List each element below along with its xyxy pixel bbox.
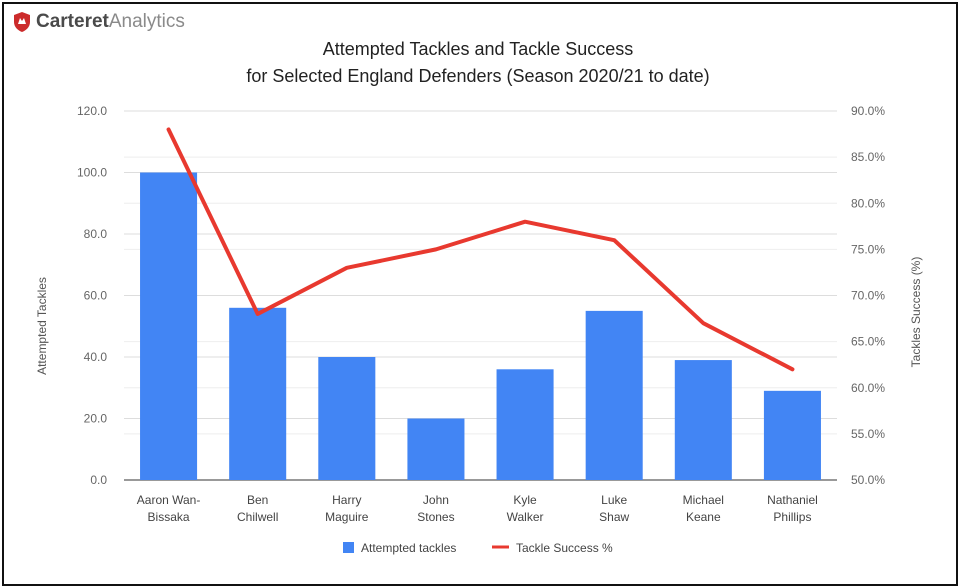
y-tick-left: 100.0: [77, 166, 107, 180]
y-tick-right: 90.0%: [851, 104, 885, 118]
legend-label-tackle-success: Tackle Success %: [516, 541, 613, 555]
x-tick-label: Bissaka: [148, 510, 190, 524]
y-axis-right-label: Tackles Success (%): [909, 257, 923, 368]
y-tick-left: 60.0: [84, 289, 108, 303]
x-tick-label: Nathaniel: [767, 493, 818, 507]
brand-name-light: Analytics: [108, 11, 185, 32]
chart-title-line-2: for Selected England Defenders (Season 2…: [246, 66, 709, 86]
x-tick-label: Chilwell: [237, 510, 278, 524]
y-tick-right: 70.0%: [851, 289, 885, 303]
y-tick-right: 50.0%: [851, 473, 885, 487]
x-tick-label: Shaw: [599, 510, 629, 524]
success-line: [166, 127, 795, 372]
bar: [585, 310, 643, 480]
brand-logo: CarteretAnalytics: [12, 10, 185, 34]
bar: [229, 307, 287, 480]
brand-name-bold: Carteret: [36, 11, 109, 32]
y-tick-right: 85.0%: [851, 150, 885, 164]
line-series: [166, 127, 795, 372]
x-tick-label: Stones: [417, 510, 454, 524]
x-tick-label: Harry: [332, 493, 361, 507]
y-tick-right: 60.0%: [851, 381, 885, 395]
chart-title-line-1: Attempted Tackles and Tackle Success: [323, 39, 634, 59]
y-tick-right: 65.0%: [851, 335, 885, 349]
legend-swatch-attempted-tackles: [343, 542, 354, 553]
y-tick-left: 120.0: [77, 104, 107, 118]
x-tick-label: Maguire: [325, 510, 369, 524]
bar: [496, 369, 554, 480]
bar: [140, 172, 198, 480]
y-tick-right: 80.0%: [851, 196, 885, 210]
x-tick-label: Walker: [507, 510, 544, 524]
y-tick-right: 55.0%: [851, 427, 885, 441]
y-tick-left: 0.0: [90, 473, 107, 487]
brand-name: CarteretAnalytics: [36, 10, 185, 34]
legend-label-attempted-tackles: Attempted tackles: [361, 541, 456, 555]
x-tick-label: Ben: [247, 493, 268, 507]
bar: [674, 360, 732, 480]
x-tick-label: Kyle: [513, 493, 537, 507]
y-tick-right: 75.0%: [851, 242, 885, 256]
x-tick-label: John: [423, 493, 449, 507]
bar: [407, 418, 465, 480]
y-tick-left: 40.0: [84, 350, 108, 364]
shield-icon: [14, 12, 30, 32]
x-tick-label: Keane: [686, 510, 721, 524]
x-tick-label: Phillips: [773, 510, 811, 524]
combo-chart: Attempted Tackles and Tackle Success for…: [35, 39, 923, 555]
chart-text: Attempted Tackles and Tackle Success for…: [35, 39, 923, 524]
bar: [763, 390, 821, 480]
bar-series: [140, 172, 821, 480]
y-tick-left: 20.0: [84, 412, 108, 426]
legend: Attempted tackles Tackle Success %: [343, 541, 613, 555]
bar: [318, 357, 376, 480]
y-tick-left: 80.0: [84, 227, 108, 241]
x-tick-label: Michael: [683, 493, 724, 507]
y-axis-left-label: Attempted Tackles: [35, 277, 49, 375]
x-tick-label: Aaron Wan-: [137, 493, 201, 507]
x-tick-label: Luke: [601, 493, 627, 507]
